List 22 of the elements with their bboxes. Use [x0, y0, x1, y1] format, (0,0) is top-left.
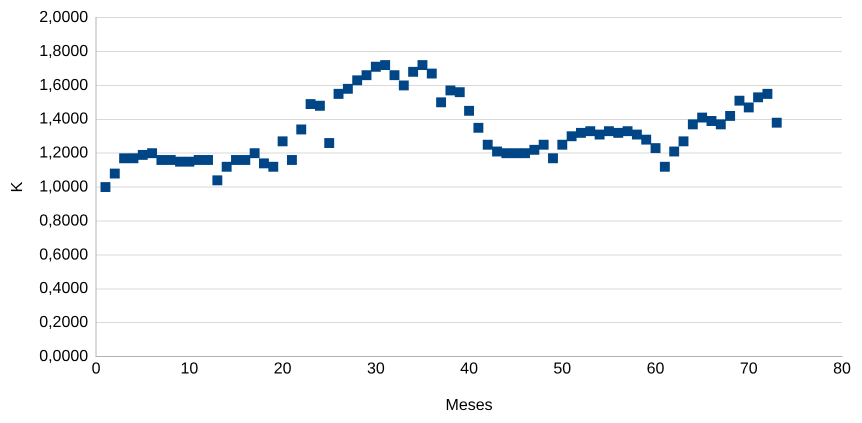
y-tick-label: 0,4000 [39, 280, 88, 298]
y-tick-label: 1,6000 [39, 76, 88, 94]
y-tick-label: 1,4000 [39, 110, 88, 128]
x-tick-label: 10 [180, 360, 198, 378]
y-tick-label: 1,0000 [39, 178, 88, 196]
x-tick-label: 50 [553, 360, 572, 378]
x-tick-label: 30 [366, 360, 385, 378]
y-tick-label: 0,6000 [39, 246, 88, 264]
y-tick-label: 0,8000 [39, 212, 88, 230]
x-tick-label: 60 [646, 360, 665, 378]
y-tick-label: 0,2000 [39, 314, 88, 332]
y-tick-label: 2,0000 [39, 9, 88, 26]
x-tick-label: 0 [92, 360, 101, 378]
x-axis-title: Meses [446, 396, 493, 414]
x-tick-label: 80 [833, 360, 851, 378]
y-tick-label: 1,2000 [39, 144, 88, 162]
x-tick-label: 40 [460, 360, 478, 378]
y-axis-title: K [9, 181, 26, 192]
x-tick-label: 70 [740, 360, 758, 378]
y-tick-label: 1,8000 [39, 42, 88, 60]
y-tick-label: 0,0000 [39, 348, 88, 366]
x-tick-label: 20 [274, 360, 292, 378]
